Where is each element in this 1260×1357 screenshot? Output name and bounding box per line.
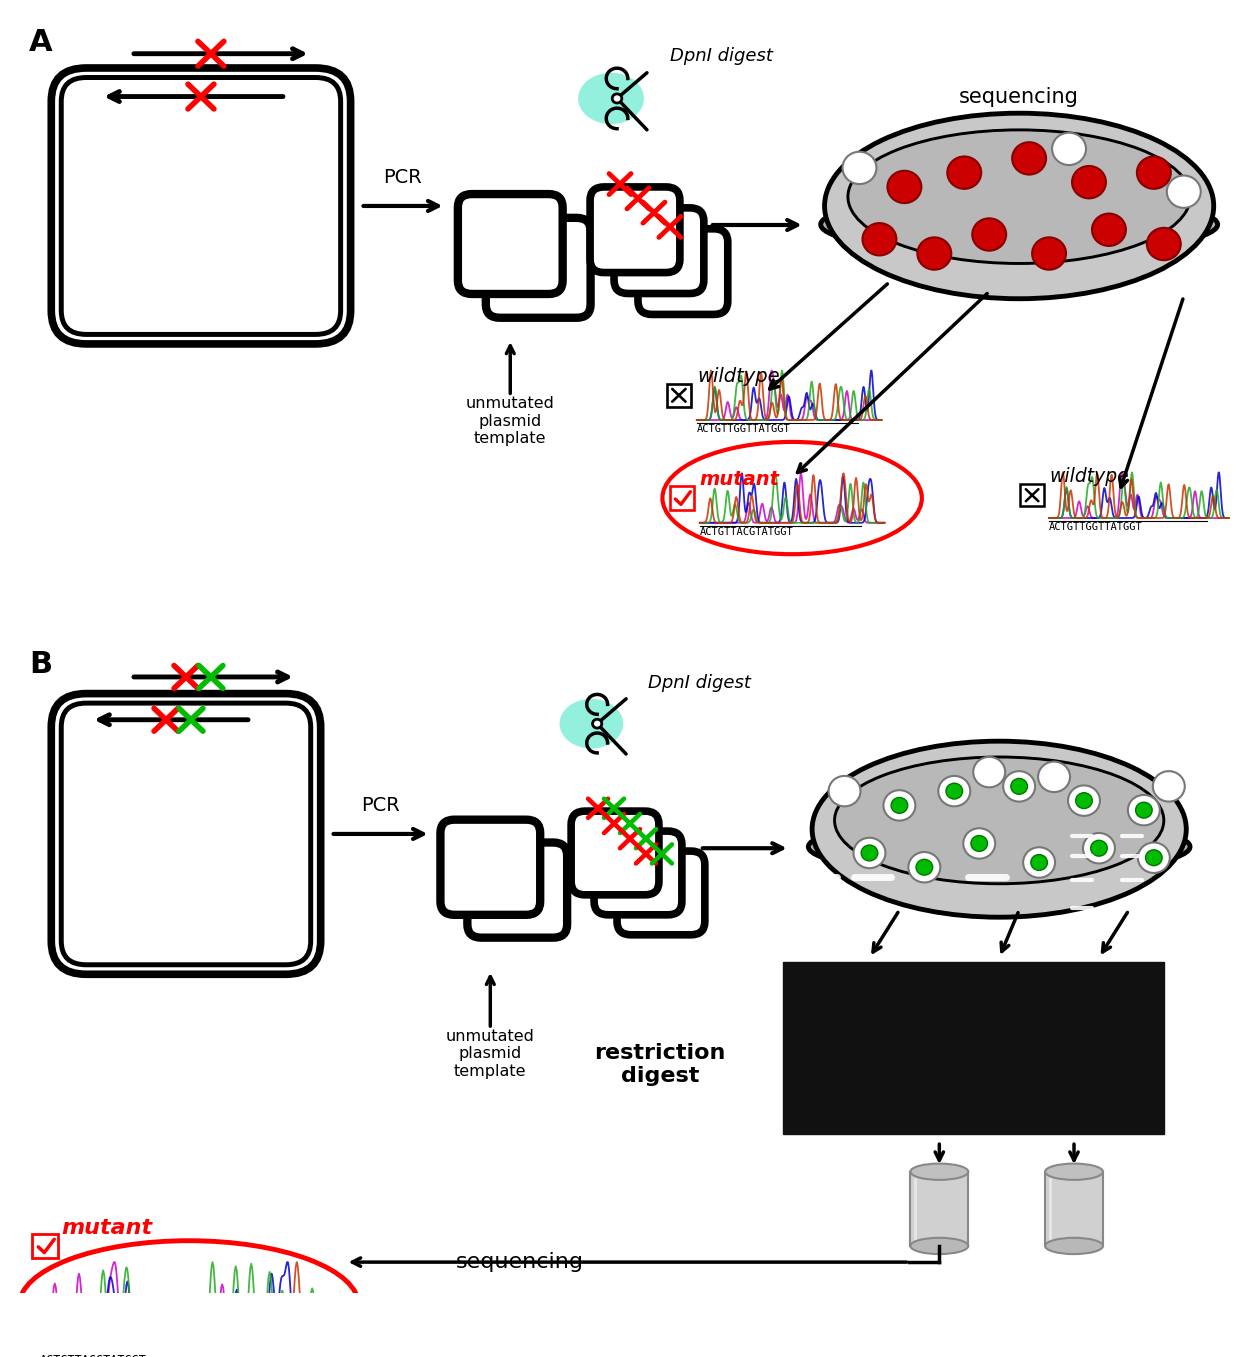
FancyBboxPatch shape [614, 208, 704, 293]
Circle shape [1084, 833, 1115, 863]
Text: ACTGTTACGTATGGT: ACTGTTACGTATGGT [699, 527, 794, 536]
Circle shape [1072, 166, 1106, 198]
Circle shape [963, 828, 995, 859]
Bar [1045, 1171, 1102, 1246]
Circle shape [843, 152, 877, 185]
Circle shape [861, 845, 878, 860]
Ellipse shape [1045, 1163, 1102, 1179]
Ellipse shape [848, 130, 1191, 263]
Ellipse shape [1045, 1238, 1102, 1254]
Ellipse shape [834, 757, 1164, 883]
Circle shape [948, 156, 982, 189]
Circle shape [1032, 237, 1066, 270]
Text: unmutated
plasmid
template: unmutated plasmid template [446, 1029, 534, 1079]
Text: mutant: mutant [699, 470, 780, 489]
Circle shape [1138, 843, 1169, 873]
Text: B: B [29, 650, 53, 680]
Text: PCR: PCR [362, 797, 399, 816]
Circle shape [592, 719, 602, 729]
Circle shape [612, 94, 622, 103]
Circle shape [971, 836, 988, 851]
Ellipse shape [824, 113, 1213, 299]
Circle shape [1137, 156, 1171, 189]
Circle shape [908, 852, 940, 882]
Ellipse shape [911, 1238, 968, 1254]
Circle shape [853, 837, 886, 868]
Ellipse shape [911, 1163, 968, 1179]
Circle shape [883, 790, 915, 821]
Circle shape [939, 776, 970, 806]
Circle shape [1091, 840, 1108, 856]
Ellipse shape [559, 699, 624, 749]
FancyBboxPatch shape [1021, 484, 1043, 506]
Text: unmutated
plasmid
template: unmutated plasmid template [466, 396, 554, 446]
FancyBboxPatch shape [617, 851, 704, 935]
FancyBboxPatch shape [590, 187, 680, 273]
Text: restriction
digest: restriction digest [595, 1044, 726, 1087]
FancyBboxPatch shape [33, 1234, 58, 1258]
FancyBboxPatch shape [52, 68, 350, 343]
FancyBboxPatch shape [457, 194, 563, 294]
Text: ACTGTTGGTTATGGT: ACTGTTGGTTATGGT [697, 423, 790, 434]
Circle shape [1031, 855, 1047, 870]
Circle shape [1076, 792, 1092, 809]
Ellipse shape [578, 73, 644, 123]
Bar [911, 1171, 968, 1246]
Circle shape [1147, 228, 1181, 261]
Ellipse shape [809, 818, 1189, 875]
FancyBboxPatch shape [486, 218, 591, 318]
Circle shape [1167, 175, 1201, 208]
Text: wildtype: wildtype [1050, 467, 1129, 486]
Ellipse shape [813, 741, 1186, 917]
Text: A: A [29, 28, 53, 57]
Circle shape [1145, 849, 1162, 866]
Text: sequencing: sequencing [456, 1253, 585, 1272]
Text: ACTGTTGGTTATGGT: ACTGTTGGTTATGGT [1050, 522, 1143, 532]
Bar [782, 962, 1164, 1133]
Circle shape [973, 218, 1007, 251]
Text: DpnI digest: DpnI digest [648, 674, 751, 692]
Circle shape [917, 237, 951, 270]
Circle shape [887, 171, 921, 204]
FancyBboxPatch shape [667, 384, 692, 407]
Circle shape [973, 757, 1005, 787]
FancyBboxPatch shape [467, 843, 567, 938]
FancyBboxPatch shape [441, 820, 541, 915]
FancyBboxPatch shape [571, 811, 659, 894]
Circle shape [863, 223, 896, 255]
FancyBboxPatch shape [669, 486, 694, 510]
Circle shape [1038, 761, 1070, 792]
Circle shape [1128, 795, 1159, 825]
FancyBboxPatch shape [593, 830, 682, 915]
Circle shape [1003, 771, 1036, 802]
Circle shape [829, 776, 861, 806]
FancyBboxPatch shape [52, 693, 321, 974]
Text: ACTGTTACGTATGGT: ACTGTTACGTATGGT [39, 1354, 146, 1357]
Circle shape [1135, 802, 1152, 818]
Circle shape [916, 859, 932, 875]
Circle shape [1052, 133, 1086, 166]
Circle shape [946, 783, 963, 799]
Text: wildtype: wildtype [697, 366, 780, 385]
Text: DpnI digest: DpnI digest [670, 47, 772, 65]
Circle shape [1011, 779, 1027, 794]
Ellipse shape [820, 195, 1217, 254]
Circle shape [1092, 213, 1126, 246]
FancyBboxPatch shape [638, 229, 728, 315]
Text: PCR: PCR [383, 168, 422, 187]
Text: mutant: mutant [62, 1219, 152, 1239]
Circle shape [1012, 142, 1046, 175]
Circle shape [891, 798, 907, 813]
Text: sequencing: sequencing [959, 87, 1079, 107]
Circle shape [1153, 771, 1184, 802]
Circle shape [1068, 786, 1100, 816]
Circle shape [1023, 847, 1055, 878]
